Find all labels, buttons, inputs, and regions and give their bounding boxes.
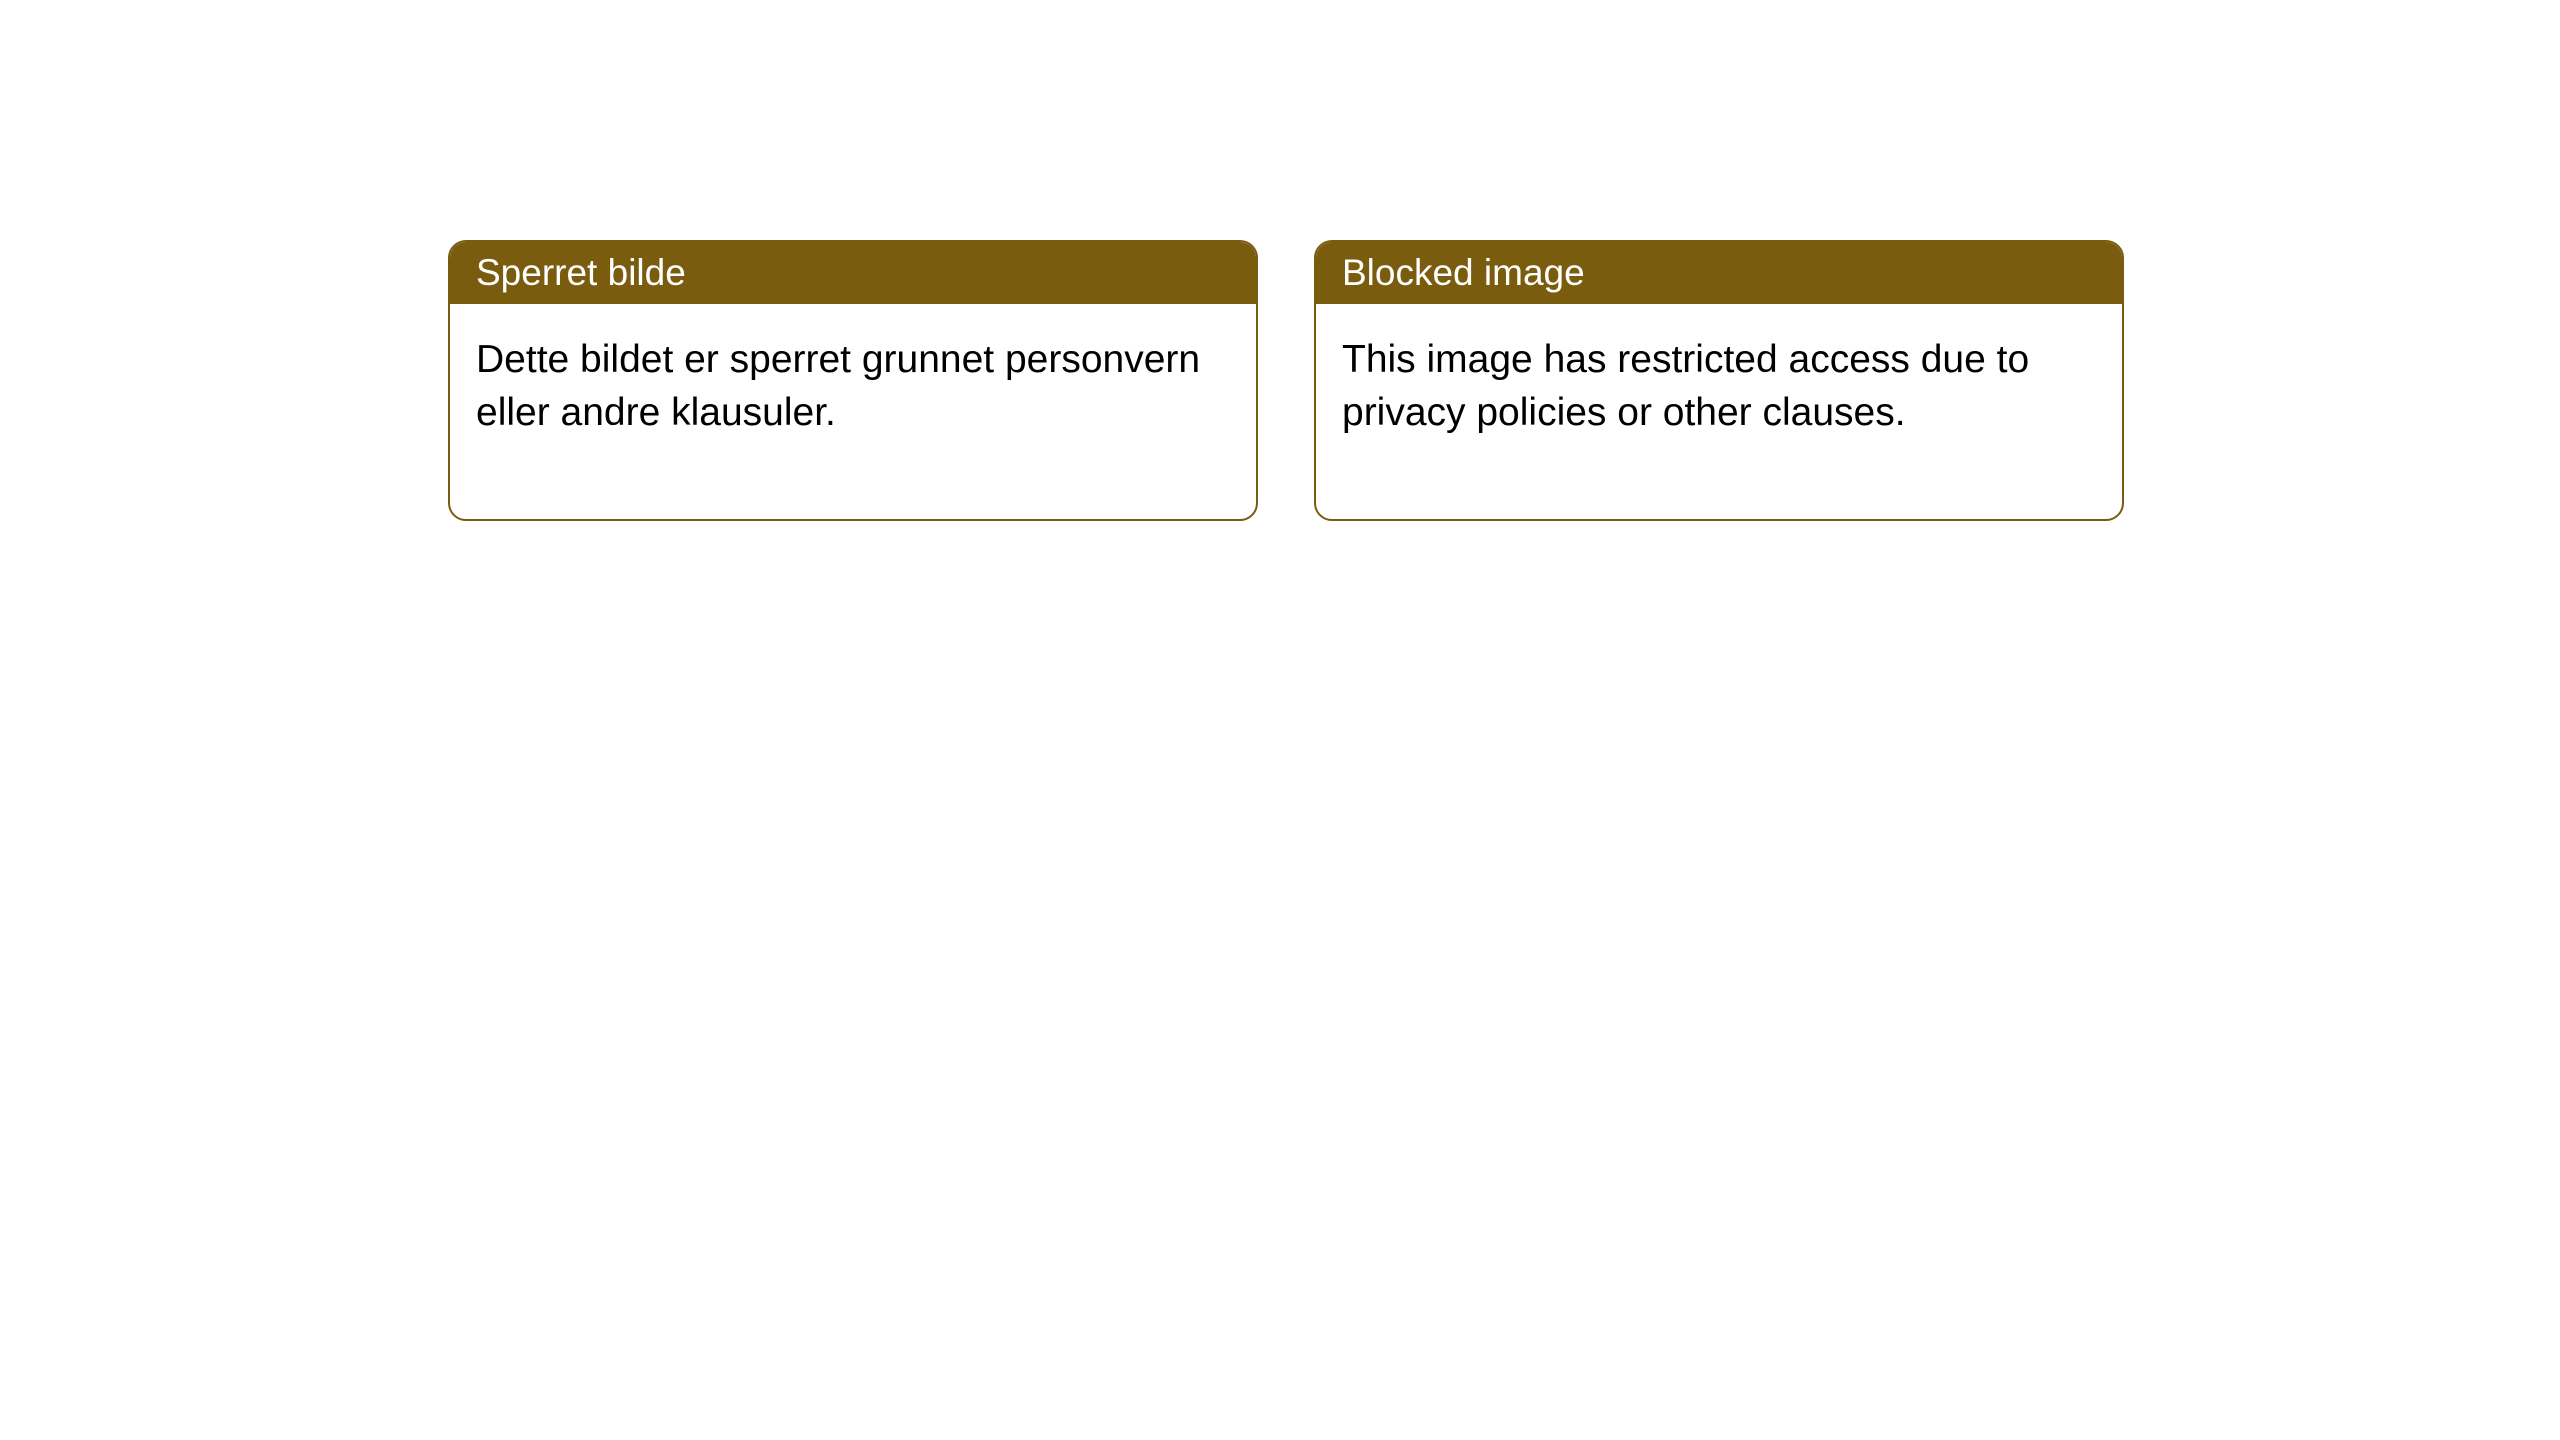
notice-text: Dette bildet er sperret grunnet personve…	[476, 338, 1200, 434]
notice-header: Sperret bilde	[450, 242, 1256, 304]
notice-body: Dette bildet er sperret grunnet personve…	[450, 304, 1256, 519]
notice-header: Blocked image	[1316, 242, 2122, 304]
notice-container: Sperret bilde Dette bildet er sperret gr…	[0, 0, 2560, 521]
notice-text: This image has restricted access due to …	[1342, 338, 2029, 434]
notice-title: Sperret bilde	[476, 252, 686, 293]
notice-title: Blocked image	[1342, 252, 1585, 293]
notice-box-english: Blocked image This image has restricted …	[1314, 240, 2124, 521]
notice-box-norwegian: Sperret bilde Dette bildet er sperret gr…	[448, 240, 1258, 521]
notice-body: This image has restricted access due to …	[1316, 304, 2122, 519]
